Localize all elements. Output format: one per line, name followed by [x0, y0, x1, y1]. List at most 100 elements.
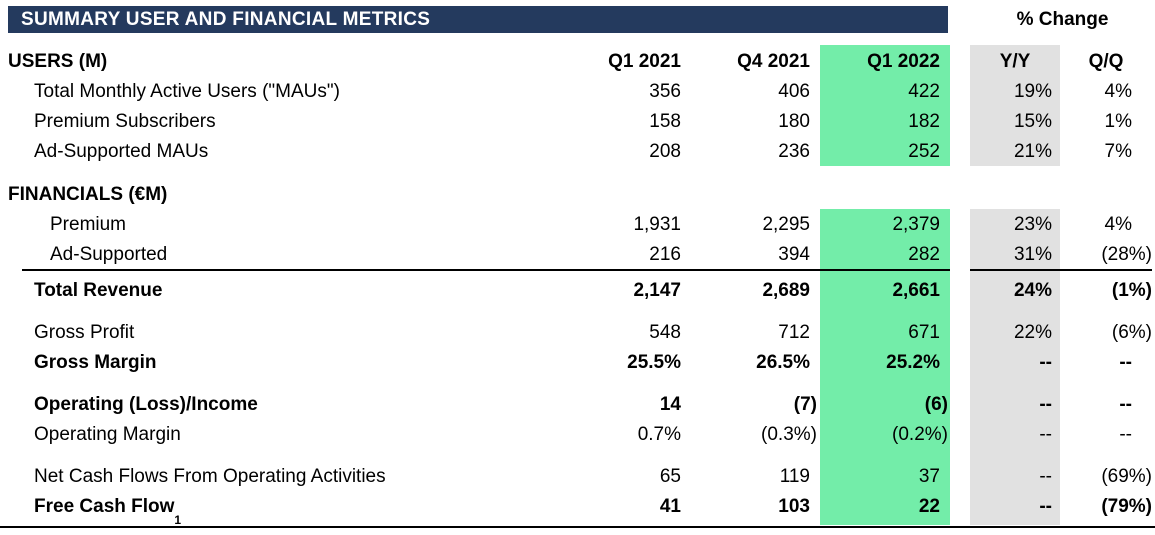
cell-value: 15% [1013, 111, 1052, 132]
cell-q1-2021: 25.5% [555, 347, 685, 377]
cell-q1-2021: 2,147 [555, 269, 685, 305]
band-gap [950, 239, 970, 269]
cell-value: 252 [908, 141, 940, 162]
cell-q4-2021: 180 [685, 106, 820, 136]
cell-value: 4% [1104, 81, 1132, 102]
cell-value: 31% [1013, 244, 1052, 265]
table-row: Gross Margin 25.5% 26.5% 25.2% -- -- [0, 347, 1155, 377]
cell-value: 25.5% [627, 352, 681, 373]
cell-q1-2021: 356 [555, 76, 685, 106]
cell-value: (28%) [1101, 244, 1152, 265]
cell-value: 0.7% [637, 424, 681, 445]
row-label-text: Net Cash Flows From Operating Activities [34, 466, 386, 487]
cell-qq: (79%) [1060, 491, 1155, 525]
cell-q1-2021: 14 [555, 377, 685, 419]
band-gap [950, 209, 970, 239]
cell-yy: -- [970, 491, 1060, 525]
cell-qq: 1% [1060, 106, 1155, 136]
cell-qq: (1%) [1060, 269, 1155, 305]
band-gap [950, 419, 970, 449]
cell-value: 103 [778, 496, 810, 517]
total-revenue-rule-right [970, 269, 1152, 271]
row-label-text: Premium Subscribers [34, 111, 216, 132]
table-row: Net Cash Flows From Operating Activities… [0, 449, 1155, 491]
row-label: Gross Margin [0, 347, 555, 377]
table-row: Gross Profit 548 712 671 22% (6%) [0, 305, 1155, 347]
cell-yy: -- [970, 419, 1060, 449]
cell-value: -- [1119, 352, 1132, 373]
table-row: Free Cash Flow 1 41 103 22 -- (79%) [0, 491, 1155, 526]
cell-qq: (28%) [1060, 239, 1155, 269]
cell-q4-2021: 103 [685, 491, 820, 525]
cell-value: 25.2% [886, 352, 940, 373]
column-header-label: Q4 2021 [737, 51, 810, 72]
cell-q1-2022: 252 [820, 136, 950, 166]
band-gap [950, 136, 970, 166]
cell-yy: 15% [970, 106, 1060, 136]
header-cell-qq: Q/Q [1060, 45, 1155, 76]
column-header-label: Q/Q [1088, 51, 1124, 72]
cell-value: 14 [659, 394, 681, 415]
cell-value: 548 [649, 322, 681, 343]
table-row: Operating (Loss)/Income 14 (7) (6) -- -- [0, 377, 1155, 419]
cell-value: 22 [918, 496, 940, 517]
cell-q1-2022: 182 [820, 106, 950, 136]
cell-value: 26.5% [756, 352, 810, 373]
row-label-text: Premium [50, 214, 127, 235]
cell-value: 671 [908, 322, 940, 343]
band-gap [950, 491, 970, 525]
cell-yy: 22% [970, 305, 1060, 347]
cell-value: 21% [1013, 141, 1052, 162]
cell-value: 119 [779, 466, 810, 487]
cell-value: -- [1039, 466, 1052, 487]
cell-value: (0.3%) [761, 424, 817, 445]
cell-yy: -- [970, 377, 1060, 419]
band-gap [950, 305, 970, 347]
cell-q1-2022: 25.2% [820, 347, 950, 377]
cell-value: 394 [778, 244, 810, 265]
cell-value: 37 [918, 466, 940, 487]
cell-value: 19% [1013, 81, 1052, 102]
cell-yy [970, 166, 1060, 209]
cell-qq: (69%) [1060, 449, 1155, 491]
cell-qq: 4% [1060, 209, 1155, 239]
cell-q1-2021: 158 [555, 106, 685, 136]
table-row: Ad-Supported 216 394 282 31% (28%) [0, 239, 1155, 269]
cell-value: 2,689 [762, 280, 810, 301]
cell-qq: 4% [1060, 76, 1155, 106]
metrics-table: USERS (M) Q1 2021 Q4 2021 Q1 2022 Y/Y Q/Q Tota… [0, 45, 1155, 526]
row-label-text: Free Cash Flow [34, 496, 175, 517]
cell-q1-2021: 65 [555, 449, 685, 491]
column-header-label: Q1 2022 [867, 51, 940, 72]
cell-yy: -- [970, 347, 1060, 377]
cell-value: 2,295 [762, 214, 810, 235]
cell-q1-2021: 41 [555, 491, 685, 525]
cell-value: (79%) [1101, 496, 1152, 517]
row-label: USERS (M) [0, 45, 555, 76]
band-gap [950, 166, 970, 209]
cell-value: 1,931 [633, 214, 681, 235]
cell-value: -- [1039, 394, 1052, 415]
cell-value: 282 [908, 244, 940, 265]
row-label: Total Monthly Active Users ("MAUs") [0, 76, 555, 106]
section-label: USERS (M) [8, 51, 108, 72]
cell-q1-2022: 2,661 [820, 269, 950, 305]
cell-value: 4% [1104, 214, 1132, 235]
cell-yy: 21% [970, 136, 1060, 166]
table-row: FINANCIALS (€M) [0, 166, 1155, 209]
cell-q4-2021: 119 [685, 449, 820, 491]
cell-value: 2,661 [892, 280, 940, 301]
cell-q4-2021: 2,689 [685, 269, 820, 305]
row-label-text: Total Revenue [34, 280, 163, 301]
cell-value: 1% [1104, 111, 1132, 132]
cell-value: -- [1039, 496, 1052, 517]
cell-yy: 24% [970, 269, 1060, 305]
cell-q1-2021: 208 [555, 136, 685, 166]
row-label: Gross Profit [0, 305, 555, 347]
cell-value: 356 [649, 81, 681, 102]
header-cell-q4-2021: Q4 2021 [685, 45, 820, 76]
summary-banner: SUMMARY USER AND FINANCIAL METRICS [8, 6, 948, 33]
table-bottom-rule [0, 526, 1155, 528]
cell-value: -- [1039, 352, 1052, 373]
